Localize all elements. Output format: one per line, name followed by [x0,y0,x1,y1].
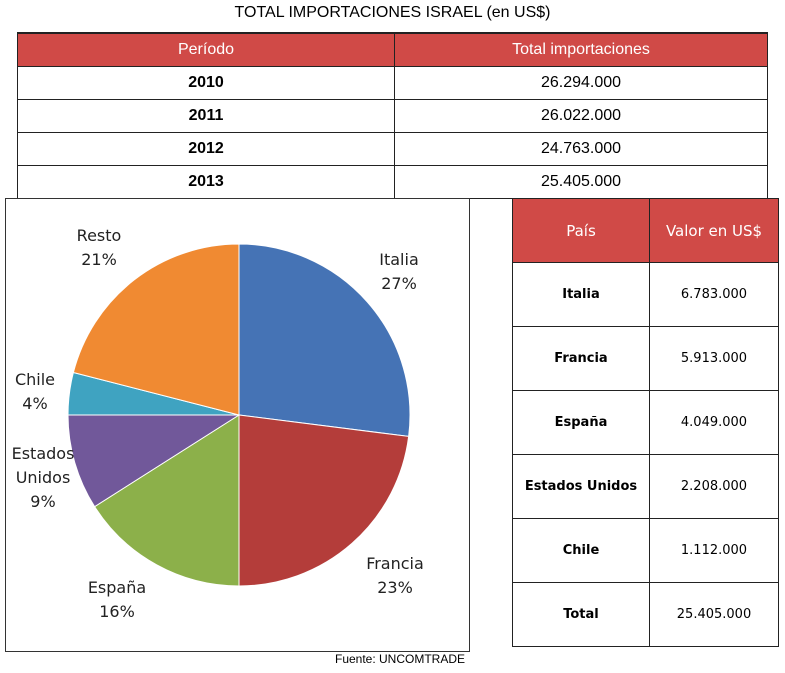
value-cell: 25.405.000 [649,582,779,647]
pie-label: España 16% [88,578,146,621]
pie-slice-resto [72,243,240,416]
table-row: Total 25.405.000 [512,582,779,647]
yearly-imports-table: Período Total importaciones 2010 26.294.00… [17,32,768,199]
source-note: Fuente: UNCOMTRADE [334,652,466,666]
table-row: Estados Unidos 2.208.000 [512,454,779,519]
country-cell: Italia [512,262,650,327]
value-cell: 1.112.000 [649,518,779,583]
table-row: Chile 1.112.000 [512,518,779,583]
value-cell: 25.405.000 [394,165,768,199]
value-cell: 2.208.000 [649,454,779,519]
pie-slice-francia [238,414,410,587]
country-cell: Estados Unidos [512,454,650,519]
pie-label: Estados Unidos 9% [12,444,75,511]
value-cell: 26.294.000 [394,66,768,100]
pie-chart: Italia 27% Francia 23% España 16% Estados Unido… [5,198,470,652]
year-cell: 2012 [17,132,395,166]
pie-slice-estados-unidos [67,414,241,508]
table-row: 2013 25.405.000 [17,165,768,199]
country-cell: Francia [512,326,650,391]
country-cell: Total [512,582,650,647]
header-value: Valor en US$ [649,198,779,263]
table-row: Francia 5.913.000 [512,326,779,391]
table-row: 2010 26.294.000 [17,66,768,100]
value-cell: 26.022.000 [394,99,768,133]
pie-label: Italia 27% [379,250,419,293]
value-cell: 4.049.000 [649,390,779,455]
table-row: Italia 6.783.000 [512,262,779,327]
table-row: España 4.049.000 [512,390,779,455]
country-imports-table: País Valor en US$ Italia 6.783.000 Francia… [512,198,779,647]
value-cell: 5.913.000 [649,326,779,391]
country-cell: Chile [512,518,650,583]
pie-slice-italia [238,243,411,437]
header-total: Total importaciones [394,32,768,67]
table-row: 2011 26.022.000 [17,99,768,133]
pie-label: Resto 21% [77,226,122,269]
pie-label: Francia 23% [366,554,424,597]
country-cell: España [512,390,650,455]
page-title: TOTAL IMPORTACIONES ISRAEL (en US$) [234,4,551,21]
pie-label: Chile 4% [15,370,55,413]
header-country: País [512,198,650,263]
pie-slice-españa [93,414,240,587]
value-cell: 6.783.000 [649,262,779,327]
year-cell: 2013 [17,165,395,199]
